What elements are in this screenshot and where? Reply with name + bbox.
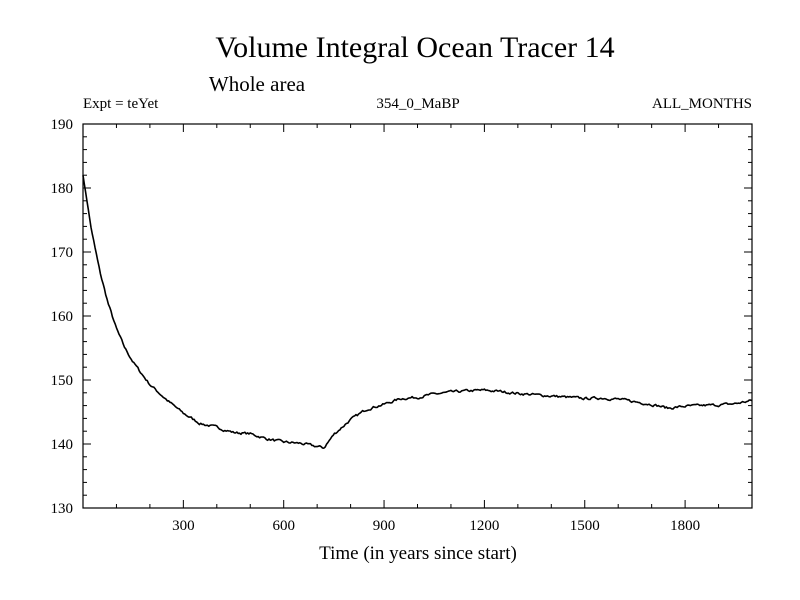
x-axis-tick-labels: 300 600 900 1200 1500 1800 — [172, 518, 700, 534]
period-label: 354_0_MaBP — [376, 96, 459, 112]
plot-frame — [82, 123, 753, 509]
axis-ticks — [83, 124, 752, 508]
x-axis-label: Time (in years since start) — [319, 543, 517, 564]
x-tick-label: 1800 — [670, 518, 700, 534]
experiment-label: Expt = teYet — [83, 96, 159, 112]
y-tick-label: 180 — [51, 181, 74, 197]
y-tick-label: 150 — [51, 373, 74, 389]
x-tick-label: 1200 — [469, 518, 499, 534]
y-axis-tick-labels: 130 140 150 160 170 180 190 — [51, 117, 74, 517]
chart-subtitle: Whole area — [209, 72, 306, 96]
series-line — [82, 175, 753, 449]
y-tick-label: 190 — [51, 117, 74, 133]
y-tick-label: 130 — [51, 501, 74, 517]
y-tick-label: 170 — [51, 245, 74, 261]
months-label: ALL_MONTHS — [652, 96, 752, 112]
x-tick-label: 600 — [272, 518, 295, 534]
x-tick-label: 300 — [172, 518, 195, 534]
y-tick-label: 160 — [51, 309, 74, 325]
y-tick-label: 140 — [51, 437, 74, 453]
x-tick-label: 900 — [373, 518, 396, 534]
x-tick-label: 1500 — [570, 518, 600, 534]
chart-title: Volume Integral Ocean Tracer 14 — [215, 31, 614, 64]
